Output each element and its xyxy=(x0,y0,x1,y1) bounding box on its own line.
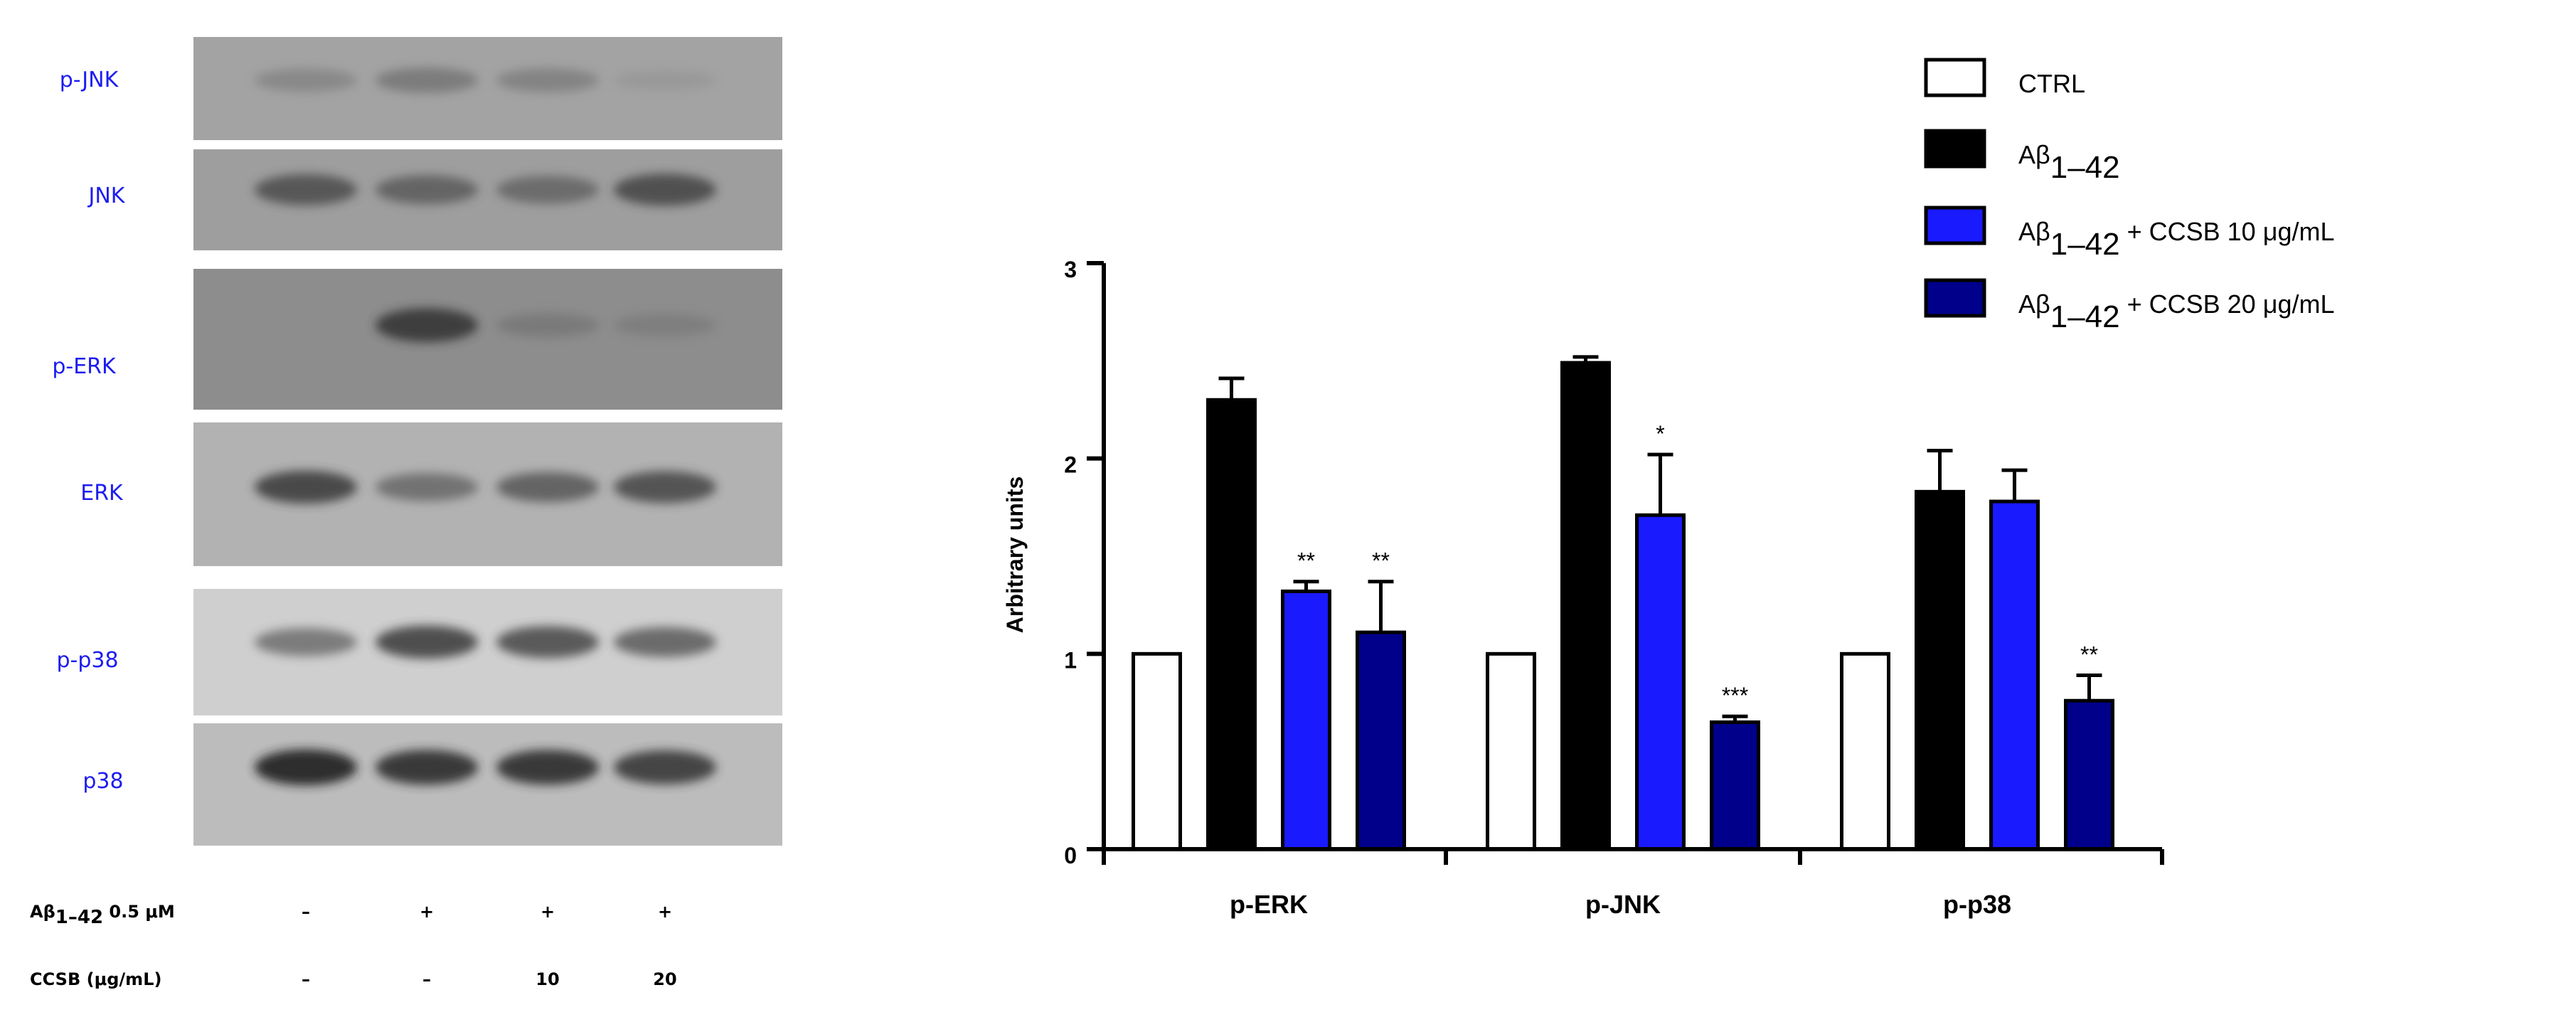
bar-p-p38-series-1 xyxy=(1915,489,1965,851)
blot-band xyxy=(255,749,357,786)
legend-item-2: Aβ1–42 + CCSB 10 μg/mL xyxy=(1924,206,2334,262)
western-blot-panel xyxy=(193,37,782,846)
y-axis: 0 1 2 3 xyxy=(1064,257,1106,868)
condition-label-abeta: Aβ1–42 0.5 μM xyxy=(30,902,175,928)
condition-value: + xyxy=(420,902,434,922)
bar-p-p38-series-3 xyxy=(2064,698,2114,851)
blot-strip-jnk xyxy=(193,149,782,250)
blot-background xyxy=(193,269,782,410)
bar-p-erk-series-0 xyxy=(1132,651,1182,851)
blot-band xyxy=(255,68,357,92)
bar-p-jnk-series-3 xyxy=(1710,720,1760,851)
legend-label: Aβ1–42 xyxy=(2018,140,2120,185)
condition-label-ccsb: CCSB (μg/mL) xyxy=(30,969,161,989)
legend-swatch xyxy=(1924,206,1986,245)
blot-band xyxy=(496,472,599,503)
blot-band xyxy=(496,68,599,92)
legend-label: CTRL xyxy=(2018,69,2085,98)
blot-band xyxy=(376,625,478,659)
condition-value: – xyxy=(422,969,431,989)
blot-label-p-erk: p-ERK xyxy=(52,354,117,379)
y-tick-label: 3 xyxy=(1064,257,1077,282)
blot-label-p-jnk: p-JNK xyxy=(60,68,119,92)
blot-band xyxy=(614,314,716,337)
blot-band xyxy=(614,750,716,784)
blot-strip-p-erk xyxy=(193,269,782,410)
blot-band xyxy=(614,627,716,657)
condition-value: – xyxy=(302,902,310,922)
significance-mark: * xyxy=(1656,421,1664,447)
x-category-label: p-ERK xyxy=(1230,890,1308,919)
blot-band xyxy=(496,750,599,785)
bar-p-p38-series-0 xyxy=(1840,651,1890,851)
blot-band xyxy=(496,313,599,338)
blot-label-jnk: JNK xyxy=(87,183,126,208)
bar-p-jnk-series-0 xyxy=(1486,651,1536,851)
legend-item-3: Aβ1–42 + CCSB 20 μg/mL xyxy=(1924,278,2334,334)
legend-swatch xyxy=(1924,129,1986,169)
bar-p-jnk-series-1 xyxy=(1560,361,1611,851)
blot-band xyxy=(376,68,478,93)
y-axis-title: Arbitrary units xyxy=(1002,477,1028,633)
condition-value: + xyxy=(541,902,555,922)
x-category-label: p-p38 xyxy=(1943,890,2011,919)
blot-strip-erk xyxy=(193,422,782,566)
y-tick-label: 0 xyxy=(1064,843,1077,868)
legend-label: Aβ1–42 + CCSB 10 μg/mL xyxy=(2018,217,2334,262)
blot-band xyxy=(255,470,357,504)
legend-label: Aβ1–42 + CCSB 20 μg/mL xyxy=(2018,289,2334,334)
treatment-conditions-table: Aβ1–42 0.5 μM CCSB (μg/mL) – + + + – – 10 20 xyxy=(30,902,677,989)
significance-mark: *** xyxy=(1722,683,1748,708)
blot-band xyxy=(376,175,478,205)
blot-band xyxy=(376,308,478,343)
chart-legend: CTRL Aβ1–42 Aβ1–42 + CCSB 10 μg/mL Aβ1–42 +… xyxy=(1924,58,2334,334)
y-tick-label: 2 xyxy=(1064,452,1077,478)
legend-item-0: CTRL xyxy=(1924,58,2085,98)
legend-swatch xyxy=(1924,278,1986,318)
blot-row-labels: p-JNK JNK p-ERK ERK p-p38 p38 xyxy=(52,68,125,794)
blot-strip-p38 xyxy=(193,723,782,846)
y-tick-label: 1 xyxy=(1064,647,1077,673)
blot-label-p38: p38 xyxy=(83,769,123,794)
blot-strip-p-p38 xyxy=(193,589,782,715)
bar-p-erk-series-3 xyxy=(1356,630,1406,851)
x-category-label: p-JNK xyxy=(1585,890,1661,919)
blot-band xyxy=(614,471,716,504)
significance-mark: ** xyxy=(2080,642,2098,668)
x-axis: p-ERK p-JNK p-p38 xyxy=(1102,847,2164,919)
condition-value: – xyxy=(302,969,310,989)
legend-item-1: Aβ1–42 xyxy=(1924,129,2120,185)
blot-band xyxy=(376,750,478,785)
bar-p-jnk-series-2 xyxy=(1635,513,1686,851)
significance-marks: ********** xyxy=(1297,421,2098,708)
blot-background xyxy=(193,723,782,846)
bar-p-erk-series-1 xyxy=(1206,398,1257,851)
legend-swatch xyxy=(1924,58,1986,97)
bar-p-p38-series-2 xyxy=(1989,499,2040,851)
blot-label-p-p38: p-p38 xyxy=(56,648,118,673)
blot-band xyxy=(255,628,357,656)
bar-p-erk-series-2 xyxy=(1281,589,1331,851)
condition-value: 10 xyxy=(536,969,559,989)
condition-values: – + + + – – 10 20 xyxy=(302,902,677,989)
error-bars xyxy=(1218,355,2102,723)
blot-band xyxy=(255,174,357,206)
blot-band xyxy=(614,174,716,206)
condition-value: 20 xyxy=(653,969,676,989)
condition-value: + xyxy=(658,902,672,922)
blot-band xyxy=(496,626,599,659)
significance-mark: ** xyxy=(1297,548,1315,574)
blot-label-erk: ERK xyxy=(80,481,124,506)
blot-band xyxy=(496,176,599,204)
blot-band xyxy=(376,473,478,501)
blot-strip-p-jnk xyxy=(193,37,782,140)
significance-mark: ** xyxy=(1372,548,1390,574)
blot-band xyxy=(614,70,716,90)
bar-series xyxy=(1132,361,2114,851)
